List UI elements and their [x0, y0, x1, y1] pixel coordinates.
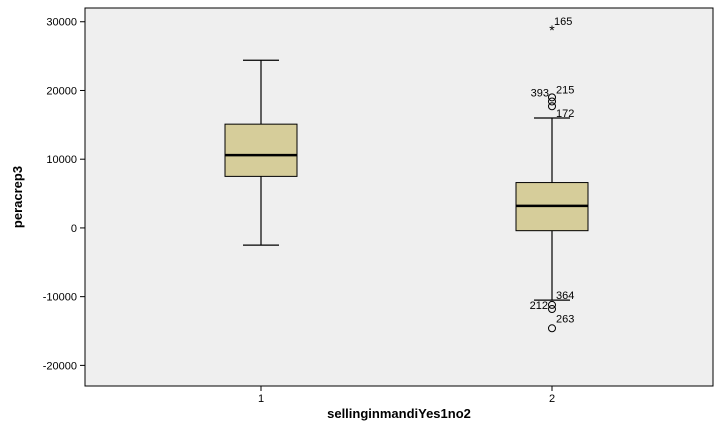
outlier-circle [548, 305, 556, 314]
outlier-label-212: 212 [530, 300, 548, 312]
x-tick-label: 2 [549, 393, 555, 405]
box-group-1 [224, 59, 298, 246]
y-tick-label: -20000 [43, 360, 77, 372]
outlier-circle [548, 93, 556, 102]
outlier-circle [548, 300, 556, 309]
x-axis-title: sellinginmandiYes1no2 [327, 406, 471, 421]
plot-area [84, 7, 714, 387]
y-tick-label: 10000 [46, 154, 77, 166]
extreme-outlier-star: * [549, 22, 555, 38]
y-tick-label: 0 [71, 223, 77, 235]
outlier-circle [548, 324, 556, 333]
outlier-label-263: 263 [556, 313, 574, 325]
y-tick-label: 20000 [46, 85, 77, 97]
outlier-label-393: 393 [531, 87, 549, 99]
iqr-box [224, 123, 298, 177]
outlier-label-165: 165 [554, 16, 572, 28]
outlier-label-364: 364 [556, 290, 574, 302]
box-group-2: * [515, 22, 589, 333]
outlier-label-215: 215 [556, 84, 574, 96]
y-tick-label: 30000 [46, 17, 77, 29]
outlier-circle [548, 97, 556, 106]
y-axis: 30000 20000 10000 0 -10000 -20000 [43, 17, 85, 372]
y-axis-title: peracrep3 [10, 166, 25, 228]
boxes: * 165 393 215 172 364 212 263 [224, 16, 589, 333]
outlier-circle [548, 102, 556, 111]
y-tick-label: -10000 [43, 292, 77, 304]
x-tick-label: 1 [258, 393, 264, 405]
outlier-label-172: 172 [556, 108, 574, 120]
